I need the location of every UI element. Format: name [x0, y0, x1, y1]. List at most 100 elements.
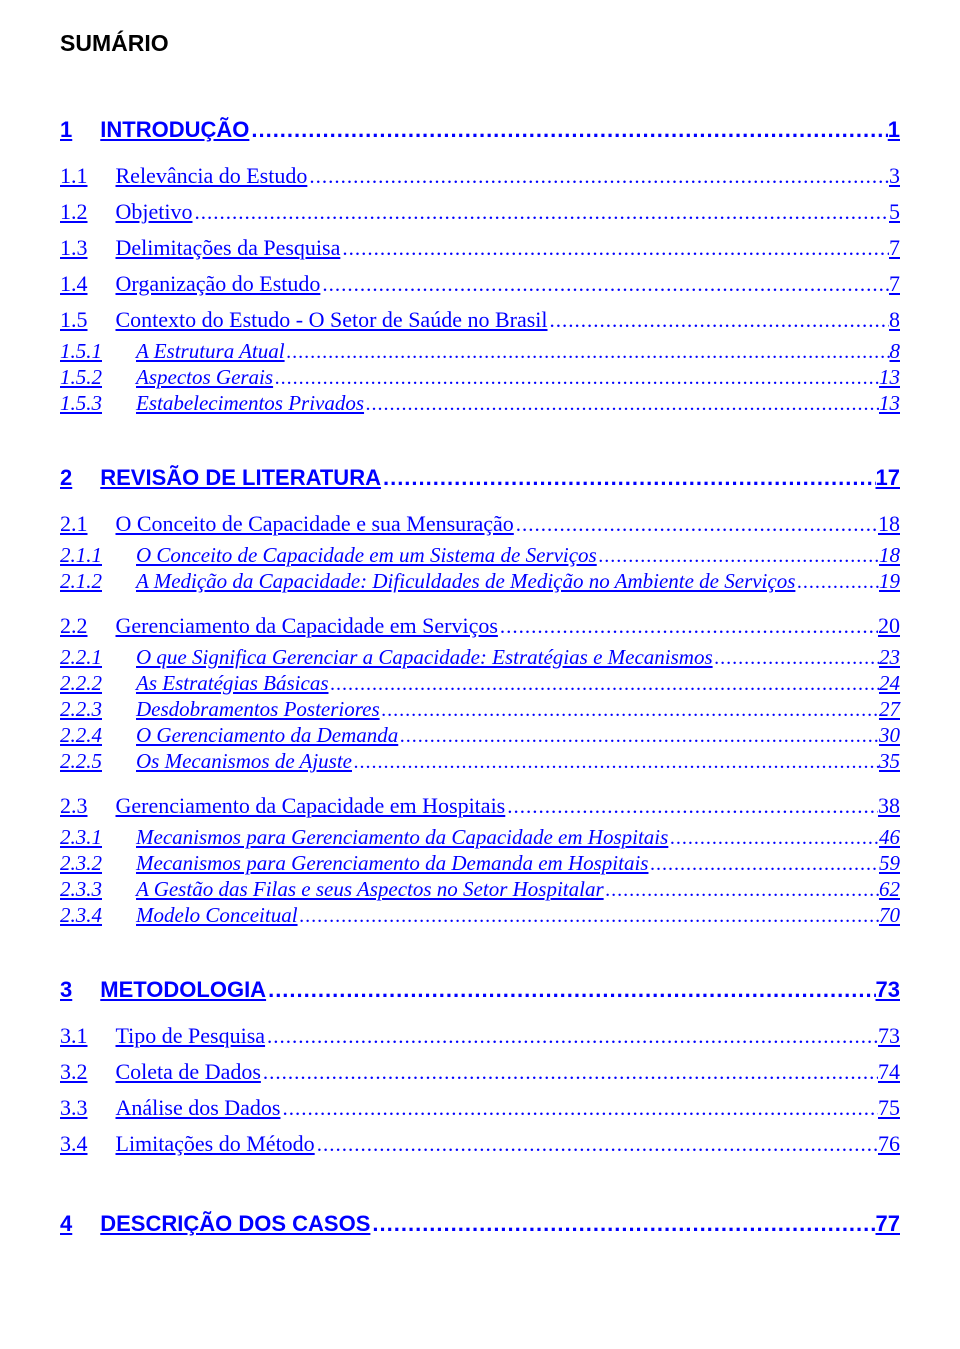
toc-entry[interactable]: 1.5.3Estabelecimentos Privados..........… [60, 391, 900, 416]
toc-number[interactable]: 2.3.3 [60, 877, 112, 902]
toc-number[interactable]: 2.3.2 [60, 851, 112, 876]
toc-page-number[interactable]: 8 [889, 307, 900, 333]
toc-title[interactable]: A Estrutura Atual [136, 339, 285, 364]
toc-entry[interactable]: 1.4Organização do Estudo................… [60, 271, 900, 297]
toc-page-number[interactable]: 7 [889, 235, 900, 261]
toc-entry[interactable]: 2.3.2 Mecanismos para Gerenciamento da De… [60, 851, 900, 876]
toc-number[interactable]: 4 [60, 1211, 72, 1237]
toc-number[interactable]: 2.2.1 [60, 645, 112, 670]
toc-title[interactable]: REVISÃO DE LITERATURA [100, 465, 381, 491]
toc-page-number[interactable]: 3 [889, 163, 900, 189]
toc-number[interactable]: 1.2 [60, 199, 88, 225]
toc-entry[interactable]: 2.1 O Conceito de Capacidade e sua Mensur… [60, 511, 900, 537]
toc-entry[interactable]: 2.2.1 O que Significa Gerenciar a Capacid… [60, 645, 900, 670]
toc-title[interactable]: O Gerenciamento da Demanda [136, 723, 398, 748]
toc-entry[interactable]: 1.5.2Aspectos Gerais....................… [60, 365, 900, 390]
toc-entry[interactable]: 1.1Relevância do Estudo.................… [60, 163, 900, 189]
toc-page-number[interactable]: 24 [879, 671, 900, 696]
toc-title[interactable]: METODOLOGIA [100, 977, 266, 1003]
toc-page-number[interactable]: 17 [876, 465, 900, 491]
toc-title[interactable]: A Medição da Capacidade: Dificuldades de… [136, 569, 795, 594]
toc-page-number[interactable]: 19 [879, 569, 900, 594]
toc-title[interactable]: Aspectos Gerais [136, 365, 273, 390]
toc-entry[interactable]: 3.4Limitações do Método.................… [60, 1131, 900, 1157]
toc-page-number[interactable]: 30 [879, 723, 900, 748]
toc-title[interactable]: Tipo de Pesquisa [116, 1023, 266, 1049]
toc-number[interactable]: 2.1.2 [60, 569, 112, 594]
toc-title[interactable]: Coleta de Dados [116, 1059, 261, 1085]
toc-page-number[interactable]: 27 [879, 697, 900, 722]
toc-page-number[interactable]: 23 [879, 645, 900, 670]
toc-number[interactable]: 2.2.3 [60, 697, 112, 722]
toc-entry[interactable]: 2.1.1O Conceito de Capacidade em um Sist… [60, 543, 900, 568]
toc-title[interactable]: Mecanismos para Gerenciamento da Capacid… [136, 825, 668, 850]
toc-entry[interactable]: 3.3Análise dos Dados....................… [60, 1095, 900, 1121]
toc-number[interactable]: 3.4 [60, 1131, 88, 1157]
toc-number[interactable]: 1 [60, 117, 72, 143]
toc-entry[interactable]: 2.2 Gerenciamento da Capacidade em Serviç… [60, 613, 900, 639]
toc-number[interactable]: 1.4 [60, 271, 88, 297]
toc-title[interactable]: O que Significa Gerenciar a Capacidade: … [136, 645, 713, 670]
toc-number[interactable]: 1.5 [60, 307, 88, 333]
toc-number[interactable]: 2.3.1 [60, 825, 112, 850]
toc-page-number[interactable]: 77 [876, 1211, 900, 1237]
toc-entry[interactable]: 2.3Gerenciamento da Capacidade em Hospit… [60, 793, 900, 819]
toc-page-number[interactable]: 74 [878, 1059, 900, 1085]
toc-entry[interactable]: 3.1Tipo de Pesquisa.....................… [60, 1023, 900, 1049]
toc-title[interactable]: O Conceito de Capacidade e sua Mensuraçã… [116, 511, 514, 537]
toc-entry[interactable]: 4DESCRIÇÃO DOS CASOS....................… [60, 1211, 900, 1237]
toc-entry[interactable]: 2.2.3Desdobramentos Posteriores.........… [60, 697, 900, 722]
toc-entry[interactable]: 2.2.5Os Mecanismos de Ajuste............… [60, 749, 900, 774]
toc-title[interactable]: A Gestão das Filas e seus Aspectos no Se… [136, 877, 604, 902]
toc-entry[interactable]: 1.3Delimitações da Pesquisa.............… [60, 235, 900, 261]
toc-page-number[interactable]: 38 [878, 793, 900, 819]
toc-title[interactable]: Relevância do Estudo [116, 163, 308, 189]
toc-entry[interactable]: 2.1.2 A Medição da Capacidade: Dificuldad… [60, 569, 900, 594]
toc-number[interactable]: 3 [60, 977, 72, 1003]
toc-title[interactable]: Contexto do Estudo - O Setor de Saúde no… [116, 307, 548, 333]
toc-number[interactable]: 3.3 [60, 1095, 88, 1121]
toc-title[interactable]: Gerenciamento da Capacidade em Serviços [116, 613, 498, 639]
toc-number[interactable]: 2.3 [60, 793, 88, 819]
toc-page-number[interactable]: 59 [879, 851, 900, 876]
toc-page-number[interactable]: 76 [878, 1131, 900, 1157]
toc-title[interactable]: Modelo Conceitual [136, 903, 298, 928]
toc-page-number[interactable]: 18 [879, 543, 900, 568]
toc-title[interactable]: Mecanismos para Gerenciamento da Demanda… [136, 851, 648, 876]
toc-entry[interactable]: 1INTRODUÇÃO.............................… [60, 117, 900, 143]
toc-entry[interactable]: 2.2.2As Estratégias Básicas.............… [60, 671, 900, 696]
toc-entry[interactable]: 2.3.3 A Gestão das Filas e seus Aspectos … [60, 877, 900, 902]
toc-number[interactable]: 2.1 [60, 511, 88, 537]
toc-page-number[interactable]: 35 [879, 749, 900, 774]
toc-number[interactable]: 2.2.4 [60, 723, 112, 748]
toc-page-number[interactable]: 7 [889, 271, 900, 297]
toc-title[interactable]: O Conceito de Capacidade em um Sistema d… [136, 543, 597, 568]
toc-title[interactable]: Delimitações da Pesquisa [116, 235, 341, 261]
toc-number[interactable]: 2.3.4 [60, 903, 112, 928]
toc-number[interactable]: 3.2 [60, 1059, 88, 1085]
toc-page-number[interactable]: 13 [879, 365, 900, 390]
toc-page-number[interactable]: 70 [879, 903, 900, 928]
toc-page-number[interactable]: 73 [876, 977, 900, 1003]
toc-entry[interactable]: 1.5 Contexto do Estudo - O Setor de Saúde… [60, 307, 900, 333]
toc-page-number[interactable]: 46 [879, 825, 900, 850]
toc-entry[interactable]: 2.2.4O Gerenciamento da Demanda.........… [60, 723, 900, 748]
toc-entry[interactable]: 1.5.1A Estrutura Atual..................… [60, 339, 900, 364]
toc-title[interactable]: INTRODUÇÃO [100, 117, 249, 143]
toc-entry[interactable]: 2.3.1 Mecanismos para Gerenciamento da Ca… [60, 825, 900, 850]
toc-number[interactable]: 1.5.1 [60, 339, 112, 364]
toc-entry[interactable]: 3METODOLOGIA............................… [60, 977, 900, 1003]
toc-number[interactable]: 1.5.2 [60, 365, 112, 390]
toc-number[interactable]: 1.5.3 [60, 391, 112, 416]
toc-entry[interactable]: 2.3.4Modelo Conceitual..................… [60, 903, 900, 928]
toc-number[interactable]: 2.2 [60, 613, 88, 639]
toc-number[interactable]: 2.2.2 [60, 671, 112, 696]
toc-title[interactable]: Estabelecimentos Privados [136, 391, 364, 416]
toc-number[interactable]: 2.2.5 [60, 749, 112, 774]
toc-number[interactable]: 1.1 [60, 163, 88, 189]
toc-page-number[interactable]: 8 [890, 339, 901, 364]
toc-page-number[interactable]: 73 [878, 1023, 900, 1049]
toc-page-number[interactable]: 5 [889, 199, 900, 225]
toc-entry[interactable]: 2REVISÃO DE LITERATURA..................… [60, 465, 900, 491]
toc-title[interactable]: Limitações do Método [116, 1131, 315, 1157]
